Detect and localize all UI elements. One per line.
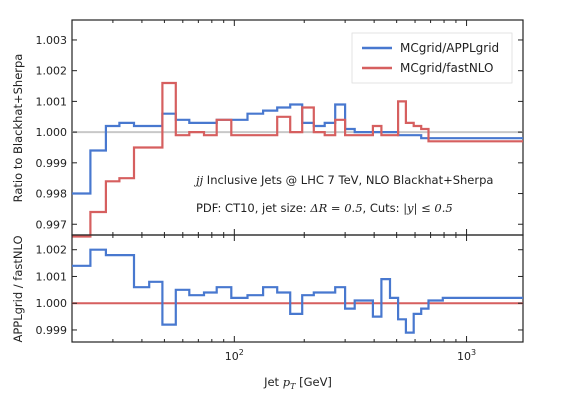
legend-label-fastnlo: MCgrid/fastNLO <box>400 61 494 75</box>
comparison-panel: 0.999 1.000 1.001 1.002 102 103 APPLgrid / f… <box>11 234 524 391</box>
y-tick-label: 1.000 <box>36 126 68 139</box>
y-tick-label: 1.001 <box>36 270 68 283</box>
y-tick-label: 0.997 <box>36 218 68 231</box>
legend-box <box>351 32 513 84</box>
series-line-mcgrid-fastnlo-1 <box>72 81 523 238</box>
ratio-series <box>72 81 523 238</box>
series-line-series-0 <box>72 248 523 334</box>
y-tick-label: 0.999 <box>36 324 68 337</box>
x-axis-label: Jet pT [GeV] <box>263 375 332 391</box>
x-tick-label: 103 <box>457 348 476 363</box>
annotation-settings: PDF: CT10, jet size: ΔR = 0.5, Cuts: |y|… <box>196 201 453 216</box>
y-tick-label: 1.003 <box>36 34 68 47</box>
y-tick-label: 1.002 <box>36 244 68 257</box>
y-tick-label: 1.001 <box>36 95 68 108</box>
y-tick-label: 1.002 <box>36 65 68 78</box>
y-tick-label: 0.999 <box>36 157 68 170</box>
comparison-panel-frame <box>71 234 524 343</box>
legend-label-applgrid: MCgrid/APPLgrid <box>400 41 499 55</box>
x-tick-label: 102 <box>225 348 244 363</box>
ratio-panel: 0.997 0.998 0.999 1.000 1.001 1.002 1.003 Rati… <box>11 19 524 238</box>
comparison-y-axis: 0.999 1.000 1.001 1.002 <box>36 244 523 337</box>
comparison-series <box>72 248 523 334</box>
ratio-y-axis-label: Ratio to Blackhat+Sherpa <box>11 54 25 203</box>
annotation-process: jj Inclusive Jets @ LHC 7 TeV, NLO Black… <box>193 173 493 187</box>
comparison-y-axis-label: APPLgrid / fastNLO <box>11 235 25 342</box>
y-tick-label: 0.998 <box>36 188 68 201</box>
ratio-y-axis: 0.997 0.998 0.999 1.000 1.001 1.002 1.003 <box>36 34 523 231</box>
legend: MCgrid/APPLgrid MCgrid/fastNLO <box>351 32 513 84</box>
comparison-x-axis: 102 103 <box>71 235 476 363</box>
y-tick-label: 1.000 <box>36 297 68 310</box>
